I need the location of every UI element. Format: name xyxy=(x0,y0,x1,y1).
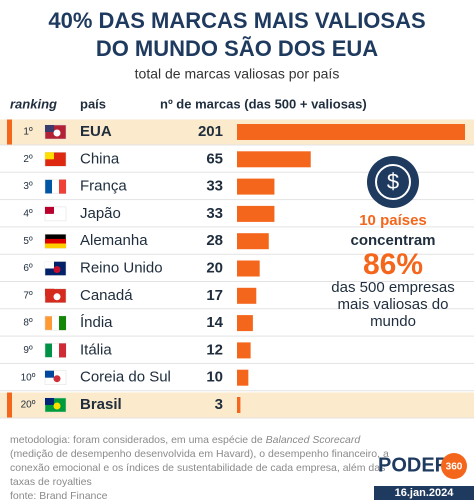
bar xyxy=(237,342,251,359)
row-marker xyxy=(7,392,12,418)
country: EUA xyxy=(80,123,112,140)
flag-part xyxy=(52,316,59,331)
callout-text: 10 países xyxy=(359,212,427,229)
value-label: 65 xyxy=(206,150,223,167)
header: ranking xyxy=(10,96,57,111)
title-line: DO MUNDO SÃO DOS EUA xyxy=(96,36,378,61)
rank: 3º xyxy=(23,181,33,192)
brand-suffix: 360 xyxy=(446,462,463,473)
value-label: 28 xyxy=(206,232,223,249)
subtitle: total de marcas valiosas por país xyxy=(135,66,340,82)
flag-part xyxy=(53,293,61,301)
flag-part xyxy=(45,238,66,244)
rank: 20º xyxy=(21,400,36,411)
bar xyxy=(237,124,465,140)
country: Coreia do Sul xyxy=(80,369,171,386)
flag-part xyxy=(45,243,66,249)
rank: 8º xyxy=(23,318,33,329)
callout-text: das 500 empresas xyxy=(331,279,454,296)
flag-part xyxy=(45,152,54,160)
bar xyxy=(237,315,253,332)
callout-text: concentram xyxy=(350,232,435,249)
flag-part xyxy=(53,402,61,410)
value-label: 33 xyxy=(206,178,223,195)
header: país xyxy=(80,96,106,111)
country: Japão xyxy=(80,205,121,222)
source: fonte: Brand Finance xyxy=(10,490,108,500)
flag-part xyxy=(53,375,61,383)
value-label: 20 xyxy=(206,259,223,276)
value-label: 10 xyxy=(206,369,223,386)
value-label: 201 xyxy=(198,123,223,140)
rank: 6º xyxy=(23,263,33,274)
note-text: Balanced Scorecard xyxy=(266,434,362,446)
flag-part xyxy=(53,156,61,164)
country: Itália xyxy=(80,341,112,358)
bar xyxy=(237,260,260,277)
country: Canadá xyxy=(80,287,133,304)
row-marker xyxy=(7,119,12,145)
flag-part xyxy=(59,343,66,358)
value-label: 17 xyxy=(206,287,223,304)
note-text: metodologia: foram considerados, em uma … xyxy=(10,434,266,446)
flag-part xyxy=(45,206,54,214)
rank: 2º xyxy=(23,154,33,165)
bar xyxy=(237,151,311,168)
flag-part xyxy=(53,129,61,137)
flag-part xyxy=(53,266,61,273)
flag-part xyxy=(45,398,54,405)
rank: 10º xyxy=(21,372,36,383)
bar xyxy=(237,233,269,250)
flag-part xyxy=(59,179,66,194)
callout-icon-ring xyxy=(375,164,411,200)
value-label: 14 xyxy=(206,314,223,331)
country: China xyxy=(80,150,120,167)
note: (medição de desempenho desenvolvida em H… xyxy=(10,448,389,460)
bar xyxy=(237,369,249,386)
note: metodologia: foram considerados, em uma … xyxy=(10,434,361,446)
bar xyxy=(237,205,275,222)
rank: 1º xyxy=(23,127,33,138)
callout-text: mundo xyxy=(370,313,416,330)
bar xyxy=(237,178,275,195)
note: conexão emocional e os índices de susten… xyxy=(10,462,385,474)
callout-number: 86% xyxy=(363,248,423,281)
value-label: 33 xyxy=(206,205,223,222)
flag-part xyxy=(59,316,66,331)
country: Brasil xyxy=(80,396,122,413)
bar xyxy=(237,397,241,413)
country: Alemanha xyxy=(80,232,148,249)
value-label: 3 xyxy=(215,396,223,413)
rank: 9º xyxy=(23,345,33,356)
brand-badge xyxy=(441,453,467,479)
flag-part xyxy=(45,125,54,132)
flag-part xyxy=(45,370,54,378)
rank: 7º xyxy=(23,290,33,301)
country: Índia xyxy=(80,314,113,331)
note: taxas de royalties xyxy=(10,476,92,488)
callout-icon xyxy=(367,156,419,208)
country: França xyxy=(80,178,127,195)
callout-text: mais valiosas do xyxy=(338,296,449,313)
flag-part xyxy=(45,261,54,269)
title-line: 40% DAS MARCAS MAIS VALIOSAS xyxy=(48,8,425,33)
date: 16.jan.2024 xyxy=(395,487,455,499)
flag-part xyxy=(53,211,61,219)
bar xyxy=(237,287,257,304)
rank: 4º xyxy=(23,209,33,220)
flag-part xyxy=(52,343,59,358)
flag-part xyxy=(45,288,54,296)
header: nº de marcas (das 500 + valiosas) xyxy=(160,96,367,111)
rank: 5º xyxy=(23,236,33,247)
country: Reino Unido xyxy=(80,259,163,276)
callout-symbol: $ xyxy=(387,169,399,194)
flag-part xyxy=(52,179,59,194)
date-band xyxy=(374,486,474,500)
value-label: 12 xyxy=(206,341,223,358)
brand-name: PODER xyxy=(378,454,450,476)
